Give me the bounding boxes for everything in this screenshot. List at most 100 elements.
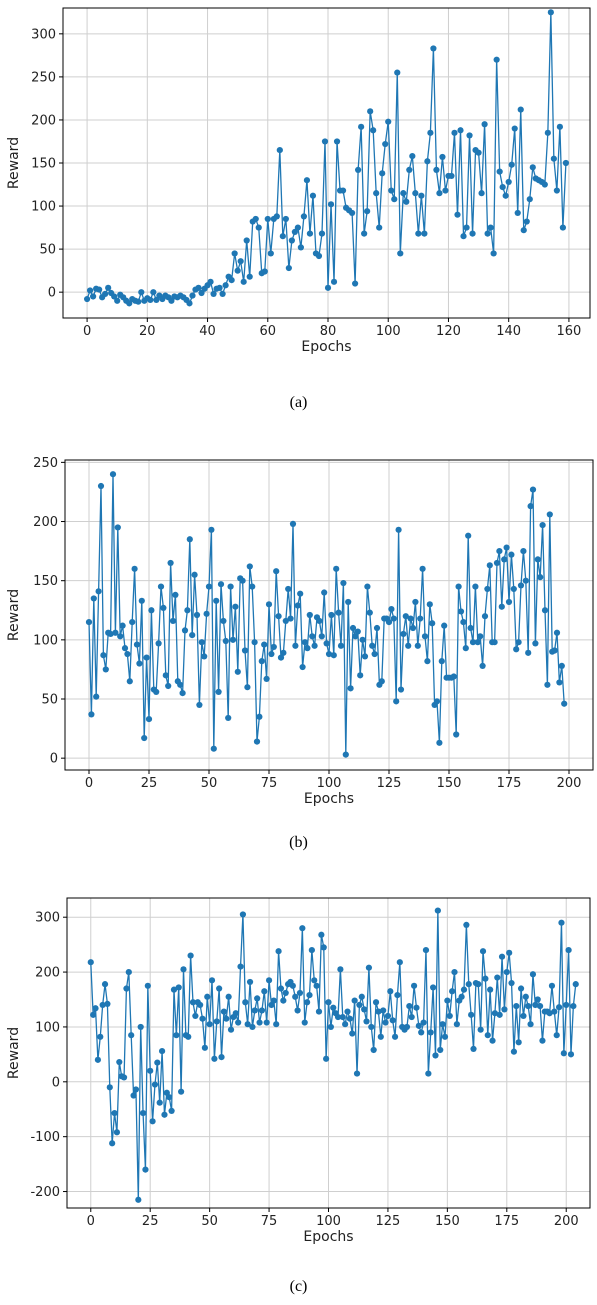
data-point	[282, 215, 289, 223]
data-point	[439, 1021, 446, 1028]
data-point	[222, 637, 229, 645]
data-point	[520, 548, 527, 555]
data-point	[126, 678, 133, 685]
data-point	[501, 1006, 508, 1013]
data-point	[499, 184, 506, 191]
data-point	[403, 198, 410, 205]
data-point	[270, 997, 277, 1004]
data-point	[144, 982, 151, 989]
data-point	[141, 734, 148, 742]
data-point	[553, 1032, 560, 1039]
data-point	[470, 1045, 477, 1052]
data-point	[487, 224, 494, 231]
data-point	[120, 1074, 128, 1081]
data-point	[460, 619, 467, 626]
data-point	[149, 1118, 156, 1125]
data-point	[218, 1054, 225, 1061]
data-point	[363, 1018, 370, 1025]
data-point	[439, 153, 446, 161]
data-point	[294, 602, 301, 609]
y-axis-label: Reward	[6, 1027, 22, 1079]
y-tick-label: -100	[30, 1130, 60, 1145]
data-point	[547, 9, 554, 16]
data-point	[273, 213, 280, 220]
data-point	[503, 968, 510, 976]
data-point	[246, 978, 254, 986]
data-point	[537, 574, 544, 581]
y-tick-label: 150	[33, 574, 58, 589]
x-axis-label: Epochs	[301, 339, 351, 355]
data-point	[267, 250, 274, 257]
data-point	[137, 1023, 144, 1031]
data-point	[330, 1004, 337, 1011]
data-point	[498, 953, 506, 960]
data-point	[246, 563, 253, 570]
x-tick-label: 25	[141, 776, 158, 791]
data-point	[430, 984, 437, 991]
data-point	[105, 284, 112, 291]
data-point	[135, 1196, 142, 1203]
data-point	[385, 619, 393, 626]
data-point	[395, 526, 402, 533]
data-point	[109, 471, 117, 478]
data-point	[320, 944, 327, 951]
series-markers	[85, 471, 568, 758]
data-point	[261, 988, 268, 995]
data-point	[318, 931, 325, 938]
data-point	[493, 559, 501, 567]
series-line	[88, 474, 565, 755]
caption-b: (b)	[289, 834, 308, 851]
data-point	[337, 966, 344, 973]
data-point	[357, 672, 364, 679]
data-point	[355, 166, 362, 173]
data-point	[352, 633, 359, 640]
data-point	[433, 698, 441, 705]
data-point	[477, 633, 484, 640]
data-point	[484, 230, 491, 237]
data-point	[316, 617, 323, 625]
data-point	[265, 601, 273, 608]
data-point	[422, 947, 430, 954]
x-tick-label: 50	[201, 1214, 218, 1229]
data-point	[539, 1037, 546, 1044]
data-point	[367, 108, 374, 115]
data-point	[193, 611, 201, 619]
data-point	[232, 1010, 239, 1017]
data-point	[181, 627, 189, 634]
data-point	[409, 153, 416, 160]
data-point	[409, 624, 417, 632]
data-point	[511, 125, 518, 132]
data-point	[514, 209, 521, 217]
data-point	[489, 1037, 496, 1044]
data-point	[501, 556, 508, 563]
data-point	[235, 1019, 242, 1026]
data-point	[546, 511, 553, 518]
x-tick-label: 175	[494, 1214, 519, 1229]
data-point	[263, 675, 270, 682]
data-point	[457, 127, 464, 134]
data-point	[138, 289, 145, 296]
data-point	[529, 486, 537, 493]
data-point	[523, 218, 530, 225]
data-point	[520, 227, 527, 234]
data-point	[466, 132, 473, 139]
data-point	[353, 1070, 361, 1077]
data-point	[337, 642, 345, 649]
data-point	[477, 1026, 484, 1033]
data-point	[460, 233, 467, 240]
data-point	[484, 585, 491, 593]
data-point	[359, 636, 366, 643]
data-point	[229, 636, 237, 643]
data-point	[520, 1012, 527, 1020]
data-point	[318, 633, 325, 640]
data-point	[372, 999, 380, 1006]
data-point	[189, 292, 196, 299]
data-point	[438, 658, 445, 665]
data-point	[465, 532, 472, 539]
data-point	[204, 993, 211, 1000]
data-point	[403, 1023, 411, 1031]
data-point	[432, 1052, 439, 1059]
data-point	[157, 583, 165, 590]
data-point	[433, 166, 440, 173]
data-point	[496, 1011, 503, 1018]
